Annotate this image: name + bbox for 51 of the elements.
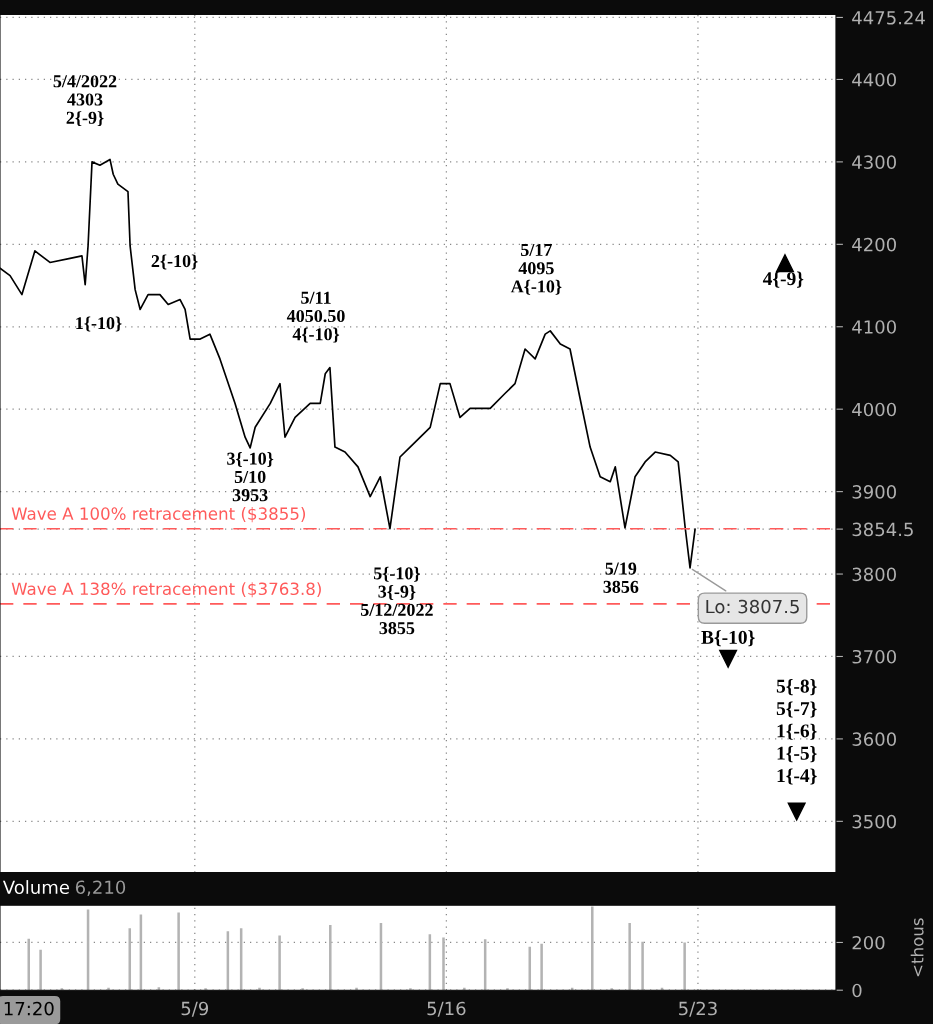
y-tick-label: 4300 [852,155,896,169]
bar [442,937,445,991]
y-tick-label: 200 [852,935,885,950]
x-tick-label: 5/16 [427,1001,466,1017]
bar [355,987,358,991]
bar [128,928,132,991]
bar [39,949,42,991]
y-tick-label: 0 [852,983,862,998]
annotation: 5/11 4050.50 4{-10} [286,291,345,343]
annotation: 2{-10} [151,254,198,270]
bar [278,935,281,991]
annotation: 5/19 3856 [603,562,639,593]
bar [329,925,332,991]
bar [177,912,180,991]
chart-title: Volume [2,880,69,895]
annotation: 5/17 4095 A{-10} [510,243,562,295]
y-tick-label: 3700 [852,649,896,664]
ref-line-label: Wave A 138% retracement ($3763.8) [11,582,321,598]
bar [591,906,594,991]
annotation: 1{-10} [76,316,122,332]
y-tick-label: 4475.24 [852,10,925,25]
bar [258,987,261,991]
annotation: 4{-9} [762,271,804,288]
bar [683,942,686,991]
annotation: 5{-10} 3{-9} 5/12/2022 3855 [361,566,433,635]
annotation: B{-10} [701,630,755,647]
text: 17:20 [4,1001,54,1016]
y-tick-label: 4400 [852,72,896,87]
bar [463,987,466,991]
y-tick-label: 3900 [852,485,896,499]
y-tick-label: 3800 [852,567,896,582]
bar [107,987,110,991]
annotation: 5{-8} 5{-7} 1{-6} 1{-5} 1{-4} [776,679,817,785]
y-tick-label: 3500 [852,814,896,829]
x-tick-label: 5/23 [679,1001,717,1017]
y-tick-label: 4100 [852,320,896,334]
y-tick-label: 3854.5 [852,522,913,537]
bar [641,941,644,991]
ref-line-label: Wave A 100% retracement ($3855) [11,507,306,523]
bar [628,923,631,991]
chart-subtitle: 6,210 [75,880,126,896]
y-tick-label: 4200 [852,237,896,252]
x-tick-label: 5/9 [181,1001,209,1017]
annotation: 3{-10} 5/10 3953 [227,452,274,502]
y-axis-title: <thous [910,918,924,977]
annotation: Lo: 3807.5 [706,599,799,614]
bar [27,938,31,991]
y-tick-label: 4000 [852,402,896,417]
bar [540,943,543,991]
annotation: 5/4/2022 4303 2{-9} [53,75,117,127]
y-tick-label: 3600 [852,732,896,747]
